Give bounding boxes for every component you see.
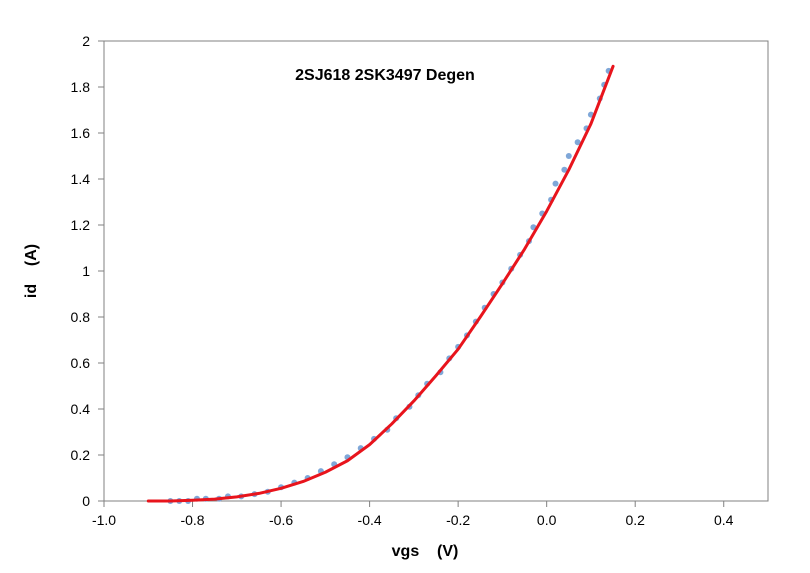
x-tick-label: -0.8 xyxy=(180,512,204,528)
data-point xyxy=(552,180,559,187)
y-axis: 0 0.2 0.4 0.6 0.8 1 1.2 1.4 1.6 1.8 2 xyxy=(71,33,104,509)
y-axis-title: id (A) xyxy=(23,244,40,298)
x-tick-label: -0.6 xyxy=(269,512,293,528)
fit-curve-line xyxy=(146,64,615,503)
data-point xyxy=(565,153,572,159)
data-point xyxy=(561,166,568,173)
series-layer xyxy=(146,64,615,504)
x-tick-label: -0.4 xyxy=(358,512,382,528)
chart-title: 2SJ618 2SK3497 Degen xyxy=(295,67,475,84)
data-point xyxy=(574,139,581,146)
x-tick-label: 0.4 xyxy=(714,512,734,528)
y-tick-label: 1.2 xyxy=(71,217,91,233)
x-tick-label: -0.2 xyxy=(446,512,470,528)
y-tick-label: 0.8 xyxy=(71,309,91,325)
y-tick-label: 0.6 xyxy=(71,355,91,371)
x-axis: -1.0 -0.8 -0.6 -0.4 -0.2 0.0 0.2 0.4 xyxy=(92,501,734,528)
y-tick-label: 1.8 xyxy=(71,79,91,95)
x-tick-label: -1.0 xyxy=(92,512,116,528)
y-tick-label: 1.4 xyxy=(71,171,91,187)
x-tick-label: 0.0 xyxy=(537,512,557,528)
y-tick-label: 1.6 xyxy=(71,125,91,141)
y-tick-label: 1 xyxy=(82,263,90,279)
plot-area xyxy=(103,40,769,502)
y-tick-label: 0.4 xyxy=(71,401,91,417)
y-tick-label: 0.2 xyxy=(71,447,91,463)
y-tick-label: 0 xyxy=(82,493,90,509)
x-axis-title: vgs (V) xyxy=(392,543,459,560)
y-tick-label: 2 xyxy=(82,33,90,49)
x-tick-label: 0.2 xyxy=(625,512,645,528)
